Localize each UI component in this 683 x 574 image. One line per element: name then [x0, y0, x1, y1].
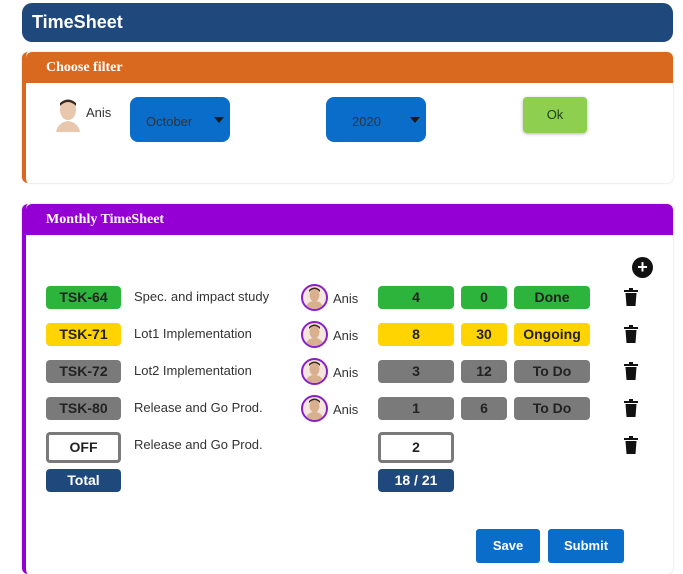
year-value: 2020 — [352, 114, 381, 129]
task-id-badge[interactable]: TSK-72 — [46, 360, 121, 383]
percent-cell[interactable]: 6 — [461, 397, 507, 420]
task-description: Lot2 Implementation — [134, 363, 252, 378]
monthly-header: Monthly TimeSheet — [26, 204, 673, 235]
total-value: 18 / 21 — [378, 469, 454, 492]
trash-icon[interactable] — [624, 288, 638, 306]
app-title: TimeSheet — [22, 3, 673, 42]
hours-cell[interactable]: 3 — [378, 360, 454, 383]
assignee-avatar — [301, 284, 328, 311]
user-avatar — [53, 96, 83, 132]
task-description: Lot1 Implementation — [134, 326, 252, 341]
percent-cell[interactable]: 0 — [461, 286, 507, 309]
task-id-badge[interactable]: TSK-64 — [46, 286, 121, 309]
percent-cell[interactable]: 12 — [461, 360, 507, 383]
table-row: TSK-64 Spec. and impact study Anis 4 0 D… — [26, 284, 666, 312]
submit-button[interactable]: Submit — [548, 529, 624, 563]
hours-cell[interactable]: 8 — [378, 323, 454, 346]
chevron-down-icon — [410, 117, 420, 123]
hours-cell[interactable]: 1 — [378, 397, 454, 420]
status-badge[interactable]: To Do — [514, 360, 590, 383]
table-row: TSK-80 Release and Go Prod. Anis 1 6 To … — [26, 395, 666, 423]
percent-cell[interactable]: 30 — [461, 323, 507, 346]
task-description: Release and Go Prod. — [134, 400, 263, 415]
trash-icon[interactable] — [624, 399, 638, 417]
monthly-panel: Monthly TimeSheet + TSK-64 Spec. and imp… — [22, 204, 673, 574]
chevron-down-icon — [214, 117, 224, 123]
off-badge[interactable]: OFF — [46, 432, 121, 463]
task-description: Spec. and impact study — [134, 289, 270, 304]
off-row: OFF Release and Go Prod. 2 — [26, 432, 666, 463]
filter-panel: Choose filter Anis October 2020 Ok — [22, 52, 673, 183]
save-button[interactable]: Save — [476, 529, 540, 563]
assignee-name: Anis — [333, 365, 359, 380]
total-row: Total 18 / 21 — [26, 467, 666, 495]
assignee-avatar — [301, 321, 328, 348]
table-row: TSK-71 Lot1 Implementation Anis 8 30 Ong… — [26, 321, 666, 349]
status-badge[interactable]: Ongoing — [514, 323, 590, 346]
task-id-badge[interactable]: TSK-80 — [46, 397, 121, 420]
task-id-badge[interactable]: TSK-71 — [46, 323, 121, 346]
ok-button[interactable]: Ok — [523, 97, 587, 133]
month-value: October — [146, 114, 193, 129]
assignee-name: Anis — [333, 291, 359, 306]
trash-icon[interactable] — [624, 325, 638, 343]
table-row: TSK-72 Lot2 Implementation Anis 3 12 To … — [26, 358, 666, 386]
month-select[interactable]: October — [130, 97, 230, 142]
user-name: Anis — [86, 105, 112, 120]
hours-cell[interactable]: 4 — [378, 286, 454, 309]
assignee-name: Anis — [333, 328, 359, 343]
total-label: Total — [46, 469, 121, 492]
assignee-avatar — [301, 358, 328, 385]
trash-icon[interactable] — [624, 362, 638, 380]
off-hours-input[interactable]: 2 — [378, 432, 454, 463]
off-description: Release and Go Prod. — [134, 437, 263, 452]
filter-header: Choose filter — [26, 52, 673, 83]
status-badge[interactable]: To Do — [514, 397, 590, 420]
assignee-name: Anis — [333, 402, 359, 417]
year-select[interactable]: 2020 — [326, 97, 426, 142]
status-badge[interactable]: Done — [514, 286, 590, 309]
add-task-icon[interactable]: + — [632, 257, 653, 278]
trash-icon[interactable] — [624, 436, 638, 454]
assignee-avatar — [301, 395, 328, 422]
